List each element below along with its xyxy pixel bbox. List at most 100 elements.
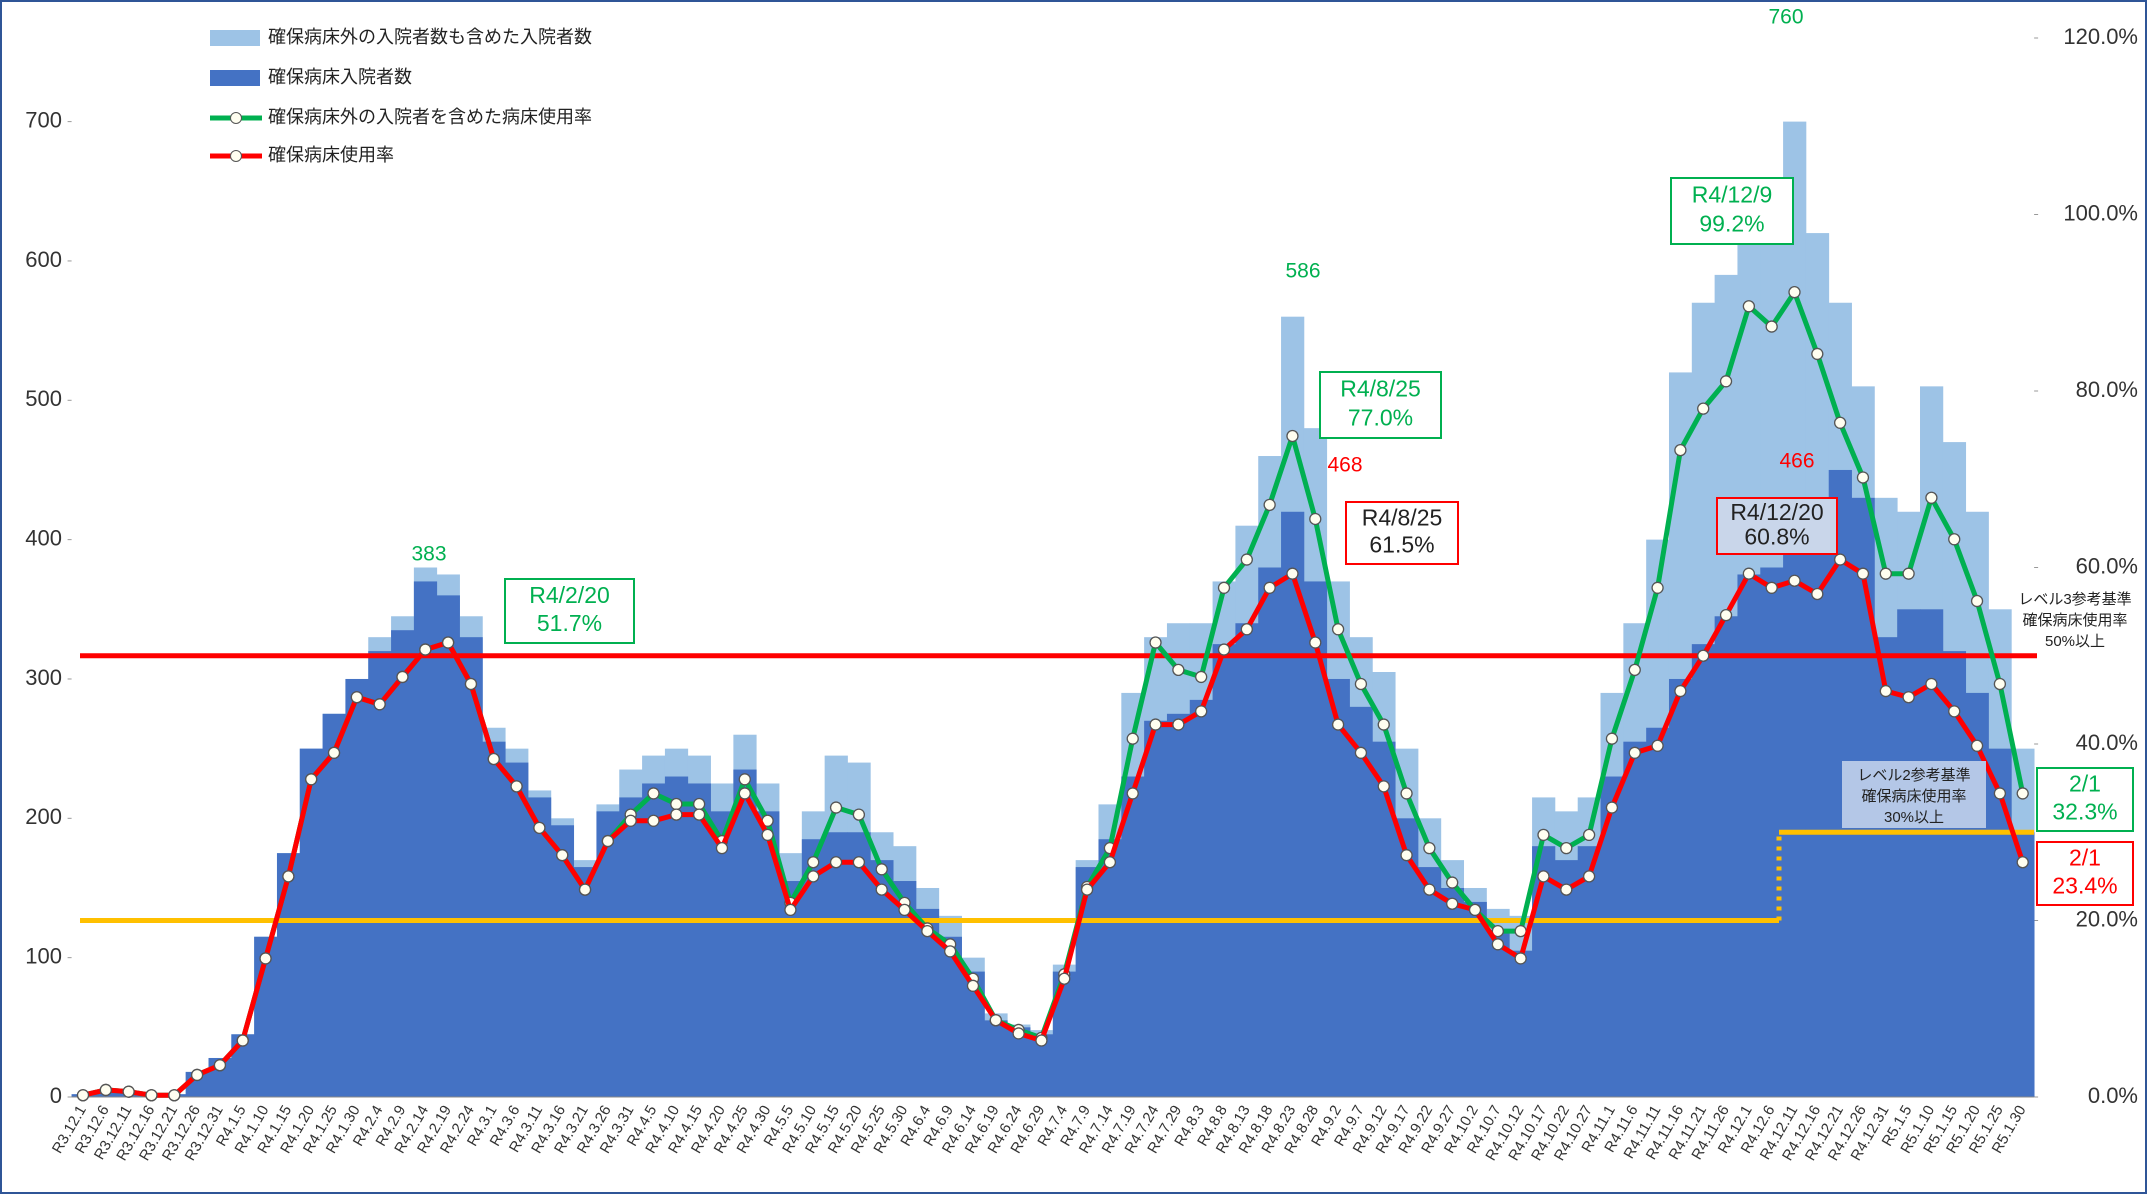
bar bbox=[756, 811, 780, 1097]
marker bbox=[1400, 787, 1413, 800]
marker bbox=[1902, 691, 1915, 704]
bar bbox=[1417, 867, 1442, 1097]
bar bbox=[550, 825, 575, 1097]
bar bbox=[436, 595, 460, 1097]
marker bbox=[1674, 684, 1687, 698]
marker bbox=[1309, 636, 1322, 649]
bar bbox=[1783, 511, 1807, 1097]
marker bbox=[1217, 643, 1231, 656]
bar bbox=[1166, 713, 1191, 1097]
marker bbox=[76, 1089, 90, 1102]
bar bbox=[1509, 950, 1533, 1097]
marker bbox=[1195, 670, 1208, 684]
marker bbox=[807, 856, 820, 869]
bar bbox=[847, 832, 871, 1097]
y2-tick-label: 100.0% bbox=[2063, 200, 2138, 225]
reference-label: 確保病床使用率 bbox=[2022, 612, 2127, 629]
marker bbox=[875, 883, 888, 896]
bar bbox=[1988, 748, 2012, 1097]
marker bbox=[1788, 574, 1801, 587]
marker bbox=[1742, 300, 1756, 313]
callout-text: R4/2/20 bbox=[529, 582, 610, 608]
marker bbox=[1925, 677, 1938, 691]
marker bbox=[1765, 320, 1778, 333]
marker bbox=[1286, 429, 1299, 443]
bar bbox=[1920, 609, 1944, 1097]
marker bbox=[1354, 746, 1368, 759]
bar bbox=[664, 776, 689, 1097]
y-tick-label: 400 bbox=[25, 525, 62, 550]
bar bbox=[1189, 699, 1213, 1097]
callout-box bbox=[1345, 501, 1459, 565]
marker bbox=[784, 903, 797, 917]
y-tick-label: 600 bbox=[25, 247, 62, 272]
callout-text: 77.0% bbox=[1348, 405, 1413, 431]
callout-text: R4/8/25 bbox=[1362, 504, 1443, 530]
marker bbox=[1925, 491, 1938, 504]
marker bbox=[738, 773, 751, 786]
legend-swatch bbox=[210, 30, 260, 46]
bar bbox=[1600, 776, 1624, 1097]
marker bbox=[1400, 849, 1413, 862]
bar bbox=[413, 581, 438, 1097]
marker bbox=[1560, 841, 1573, 855]
reference-label: 確保病床使用率 bbox=[1861, 788, 1966, 805]
marker bbox=[1788, 286, 1801, 299]
reference-label: レベル3参考基準 bbox=[2018, 591, 2131, 608]
marker bbox=[1697, 649, 1710, 662]
bar bbox=[801, 839, 826, 1097]
marker bbox=[1423, 883, 1436, 896]
legend-marker bbox=[230, 150, 242, 162]
marker bbox=[601, 834, 615, 848]
bar bbox=[1668, 678, 1693, 1097]
bar bbox=[1714, 616, 1738, 1097]
marker bbox=[327, 746, 341, 759]
marker bbox=[1948, 533, 1961, 546]
marker bbox=[1514, 924, 1527, 938]
bar bbox=[1121, 776, 1145, 1097]
bar bbox=[915, 908, 940, 1097]
marker bbox=[692, 808, 706, 821]
marker bbox=[1354, 677, 1368, 691]
bar bbox=[322, 713, 346, 1097]
legend-label: 確保病床使用率 bbox=[268, 145, 394, 165]
marker bbox=[738, 787, 751, 800]
marker bbox=[1902, 567, 1915, 580]
bar bbox=[2011, 832, 2035, 1097]
marker bbox=[1377, 780, 1390, 793]
bar bbox=[1532, 846, 1556, 1097]
marker bbox=[1331, 623, 1345, 636]
marker bbox=[1560, 883, 1573, 896]
y2-tick-label: 80.0% bbox=[2076, 377, 2138, 402]
reference-label: 30%以上 bbox=[1884, 809, 1944, 826]
legend-marker bbox=[230, 112, 242, 124]
marker bbox=[1742, 567, 1756, 580]
bar bbox=[1965, 692, 1989, 1097]
bar bbox=[1486, 929, 1510, 1097]
marker bbox=[1697, 402, 1710, 415]
bar bbox=[961, 971, 985, 1097]
marker bbox=[1149, 636, 1162, 649]
bar bbox=[1737, 574, 1761, 1097]
marker bbox=[1446, 897, 1459, 910]
y2-tick-label: 120.0% bbox=[2063, 24, 2138, 49]
bar bbox=[527, 797, 552, 1097]
bar bbox=[1395, 818, 1419, 1097]
marker bbox=[1126, 787, 1139, 800]
marker bbox=[1446, 876, 1459, 889]
marker bbox=[533, 821, 546, 834]
callout-text: 60.8% bbox=[1744, 523, 1809, 549]
marker bbox=[670, 797, 683, 811]
bar bbox=[1440, 887, 1465, 1097]
marker bbox=[852, 856, 866, 869]
bar bbox=[1052, 971, 1077, 1097]
marker bbox=[464, 677, 478, 691]
bar bbox=[1030, 1034, 1054, 1097]
marker bbox=[1035, 1034, 1048, 1047]
marker bbox=[647, 814, 660, 827]
marker bbox=[1582, 828, 1596, 842]
marker bbox=[510, 780, 523, 793]
bar bbox=[1828, 469, 1852, 1097]
bar bbox=[1007, 1027, 1031, 1097]
y2-tick-label: 0.0% bbox=[2088, 1083, 2138, 1108]
